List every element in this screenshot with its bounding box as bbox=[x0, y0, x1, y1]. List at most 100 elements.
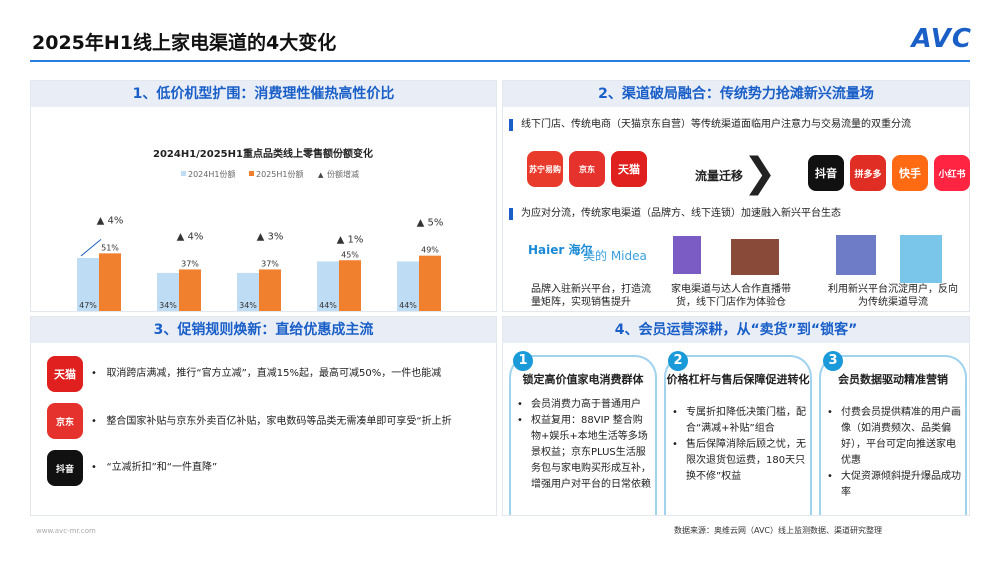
haier-logo: Haier 海尔 bbox=[528, 243, 593, 257]
bar-2024 bbox=[397, 261, 419, 312]
tmall-label: 天猫 bbox=[47, 356, 83, 392]
card-title: 锁定高价值家电消费群体 bbox=[522, 373, 644, 386]
channel-line1: 线下门店、传统电商（天猫京东自营）等传统渠道面临用户注意力与交易流量的双重分流 bbox=[509, 119, 911, 131]
card-item: • 会员消费力高于普通用户 bbox=[517, 397, 651, 413]
promo-item: • 整合国家补贴与京东外卖百亿补贴，家电数码等品类无需凑单即可享受“折上折 bbox=[91, 416, 452, 427]
bar-2024 bbox=[237, 272, 259, 312]
legend-2024: 2024H1份额 bbox=[188, 169, 235, 179]
store-image bbox=[731, 239, 779, 275]
legend-2025: 2025H1份额 bbox=[256, 169, 303, 179]
section-header: 4、会员运营深耕，从“卖货”到“锁客” bbox=[503, 317, 969, 343]
promo-image bbox=[900, 235, 942, 283]
panel-member: 4、会员运营深耕，从“卖货”到“锁客” 1 锁定高价值家电消费群体 • 会员消费力… bbox=[502, 316, 970, 516]
channel-line2: 为应对分流，传统家电渠道（品牌方、线下连锁）加速融入新兴平台生态 bbox=[509, 208, 841, 220]
chart-title: 2024H1/2025H1重点品类线上零售额份额变化 bbox=[153, 147, 373, 160]
tmall-icon: 天猫 bbox=[611, 151, 647, 187]
legend-change: 份额增减 bbox=[327, 169, 359, 179]
bar-2025 bbox=[179, 269, 201, 312]
step-number: 1 bbox=[513, 351, 533, 371]
data-label-2024: 47% bbox=[79, 301, 97, 310]
pinduoduo-icon: 拼多多 bbox=[850, 155, 886, 191]
card-item-text: 付费会员提供精准的用户画像（如消费频次、品类偏好），平台可定向推送家电优惠 bbox=[841, 407, 961, 466]
change-label: ▲ 4% bbox=[97, 215, 124, 226]
jd-icon: 京东 bbox=[47, 403, 83, 439]
data-label-2024: 44% bbox=[319, 301, 337, 310]
chevron-right-icon: ❯ bbox=[743, 150, 777, 196]
card-item-text: 权益复用：88VIP 整合购物+娱乐+本地生活等多场景权益；京东PLUS生活服务… bbox=[531, 415, 651, 490]
card-title: 价格杠杆与售后保障促进转化 bbox=[666, 373, 810, 386]
change-label: ▲ 4% bbox=[177, 231, 204, 242]
data-label-2025: 45% bbox=[341, 250, 359, 259]
data-source: 数据来源：奥维云网（AVC）线上监测数据、渠道研究整理 bbox=[674, 526, 883, 535]
channel-col-2: 家电渠道与达人合作直播带货，线下门店作为体验仓 bbox=[671, 284, 791, 308]
douyin-icon: 抖音 bbox=[47, 450, 83, 486]
platform-image bbox=[836, 235, 876, 275]
avc-logo: AVC bbox=[911, 24, 972, 54]
trend-arrow bbox=[80, 238, 102, 257]
promo-text: 取消跨店满减，推行“官方立减”，直减15%起，最高可减50%，一件也能减 bbox=[106, 368, 442, 379]
panel-promo: 3、促销规则焕新：直给优惠成主流 天猫 • 取消跨店满减，推行“官方立减”，直减… bbox=[30, 316, 497, 516]
card-item: • 权益复用：88VIP 整合购物+娱乐+本地生活等多场景权益；京东PLUS生活服… bbox=[517, 413, 651, 493]
card-item-text: 会员消费力高于普通用户 bbox=[531, 399, 641, 410]
data-label-2024: 34% bbox=[159, 301, 177, 310]
card-item: • 付费会员提供精准的用户画像（如消费频次、品类偏好），平台可定向推送家电优惠 bbox=[827, 405, 961, 469]
promo-item: • 取消跨店满减，推行“官方立减”，直减15%起，最高可减50%，一件也能减 bbox=[91, 368, 442, 379]
card-title: 会员数据驱动精准营销 bbox=[838, 373, 948, 386]
channel-col-1: 品牌入驻新兴平台，打造流量矩阵，实现销售提升 bbox=[531, 284, 651, 308]
bar-2024 bbox=[77, 257, 99, 312]
bar-2025 bbox=[259, 269, 281, 312]
legend-2025-swatch bbox=[249, 171, 254, 176]
old-apps: 苏宁易购 京东 天猫 bbox=[527, 151, 647, 187]
promo-text: “立减折扣”和“一件直降” bbox=[106, 462, 218, 473]
card-item: • 专属折扣降低决策门槛，配合“满减+补贴”组合 bbox=[672, 405, 806, 437]
section-header: 2、渠道破局融合：传统势力抢滩新兴流量场 bbox=[503, 81, 969, 107]
migrate-label: 流量迁移 bbox=[695, 169, 744, 183]
footer-url: www.avc-mr.com bbox=[36, 527, 96, 535]
promo-text: 整合国家补贴与京东外卖百亿补贴，家电数码等品类无需凑单即可享受“折上折 bbox=[106, 416, 452, 427]
bar-2025 bbox=[419, 255, 441, 312]
section-header: 1、低价机型扩围：消费理性催热高性价比 bbox=[31, 81, 496, 107]
member-card: 2 价格杠杆与售后保障促进转化 • 专属折扣降低决策门槛，配合“满减+补贴”组合 •… bbox=[664, 351, 812, 515]
member-card: 3 会员数据驱动精准营销 • 付费会员提供精准的用户画像（如消费频次、品类偏好），… bbox=[819, 351, 967, 515]
midea-logo: 美的 Midea bbox=[583, 249, 647, 263]
bar-2025 bbox=[339, 260, 361, 312]
card-item-text: 大促资源倾斜提升爆品成功率 bbox=[841, 471, 961, 498]
data-label-2025: 51% bbox=[101, 243, 119, 252]
member-card: 1 锁定高价值家电消费群体 • 会员消费力高于普通用户 • 权益复用：88VIP 整合… bbox=[509, 351, 657, 515]
channel-col-3: 利用新兴平台沉淀用户，反向为传统渠道导流 bbox=[828, 284, 958, 308]
data-label-2025: 37% bbox=[181, 259, 199, 268]
title-divider bbox=[30, 60, 970, 62]
data-label-2024: 34% bbox=[239, 301, 257, 310]
share-chart: 2024H1/2025H1重点品类线上零售额份额变化 2024H1份额 2025H1… bbox=[61, 147, 466, 327]
card-item-text: 专属折扣降低决策门槛，配合“满减+补贴”组合 bbox=[686, 407, 806, 434]
change-label: ▲ 1% bbox=[337, 234, 364, 245]
step-number: 2 bbox=[668, 351, 688, 371]
legend-2024-swatch bbox=[181, 171, 186, 176]
bar-2025 bbox=[99, 253, 121, 312]
card-item: • 大促资源倾斜提升爆品成功率 bbox=[827, 469, 961, 501]
panel-channel: 2、渠道破局融合：传统势力抢滩新兴流量场 线下门店、传统电商（天猫京东自营）等传… bbox=[502, 80, 970, 312]
data-label-2025: 49% bbox=[421, 246, 439, 255]
panel-low-price: 1、低价机型扩围：消费理性催热高性价比 2024H1/2025H1重点品类线上零… bbox=[30, 80, 497, 327]
livestream-image bbox=[673, 236, 701, 274]
bar-2024 bbox=[157, 272, 179, 312]
data-label-2024: 44% bbox=[399, 301, 417, 310]
bar-2024 bbox=[317, 261, 339, 312]
douyin-icon: 抖音 bbox=[808, 155, 844, 191]
step-number: 3 bbox=[823, 351, 843, 371]
new-apps: 抖音 拼多多 快手 小红书 bbox=[808, 155, 970, 191]
xiaohongshu-icon: 小红书 bbox=[934, 155, 970, 191]
card-item: • 售后保障消除后顾之忧，无限次退货包运费，180天只换不修”权益 bbox=[672, 437, 806, 485]
change-label: ▲ 5% bbox=[417, 218, 444, 229]
card-item-text: 售后保障消除后顾之忧，无限次退货包运费，180天只换不修”权益 bbox=[686, 439, 806, 482]
change-label: ▲ 3% bbox=[257, 231, 284, 242]
data-label-2025: 37% bbox=[261, 259, 279, 268]
jd-icon: 京东 bbox=[569, 151, 605, 187]
tmall-icon: 天猫 bbox=[47, 356, 83, 392]
legend-triangle-icon: ▲ bbox=[318, 171, 324, 179]
suning-icon: 苏宁易购 bbox=[527, 151, 563, 187]
promo-item: • “立减折扣”和“一件直降” bbox=[91, 462, 218, 473]
section-header: 3、促销规则焕新：直给优惠成主流 bbox=[31, 317, 496, 343]
page-title: 2025年H1线上家电渠道的4大变化 bbox=[32, 32, 337, 54]
kuaishou-icon: 快手 bbox=[892, 155, 928, 191]
